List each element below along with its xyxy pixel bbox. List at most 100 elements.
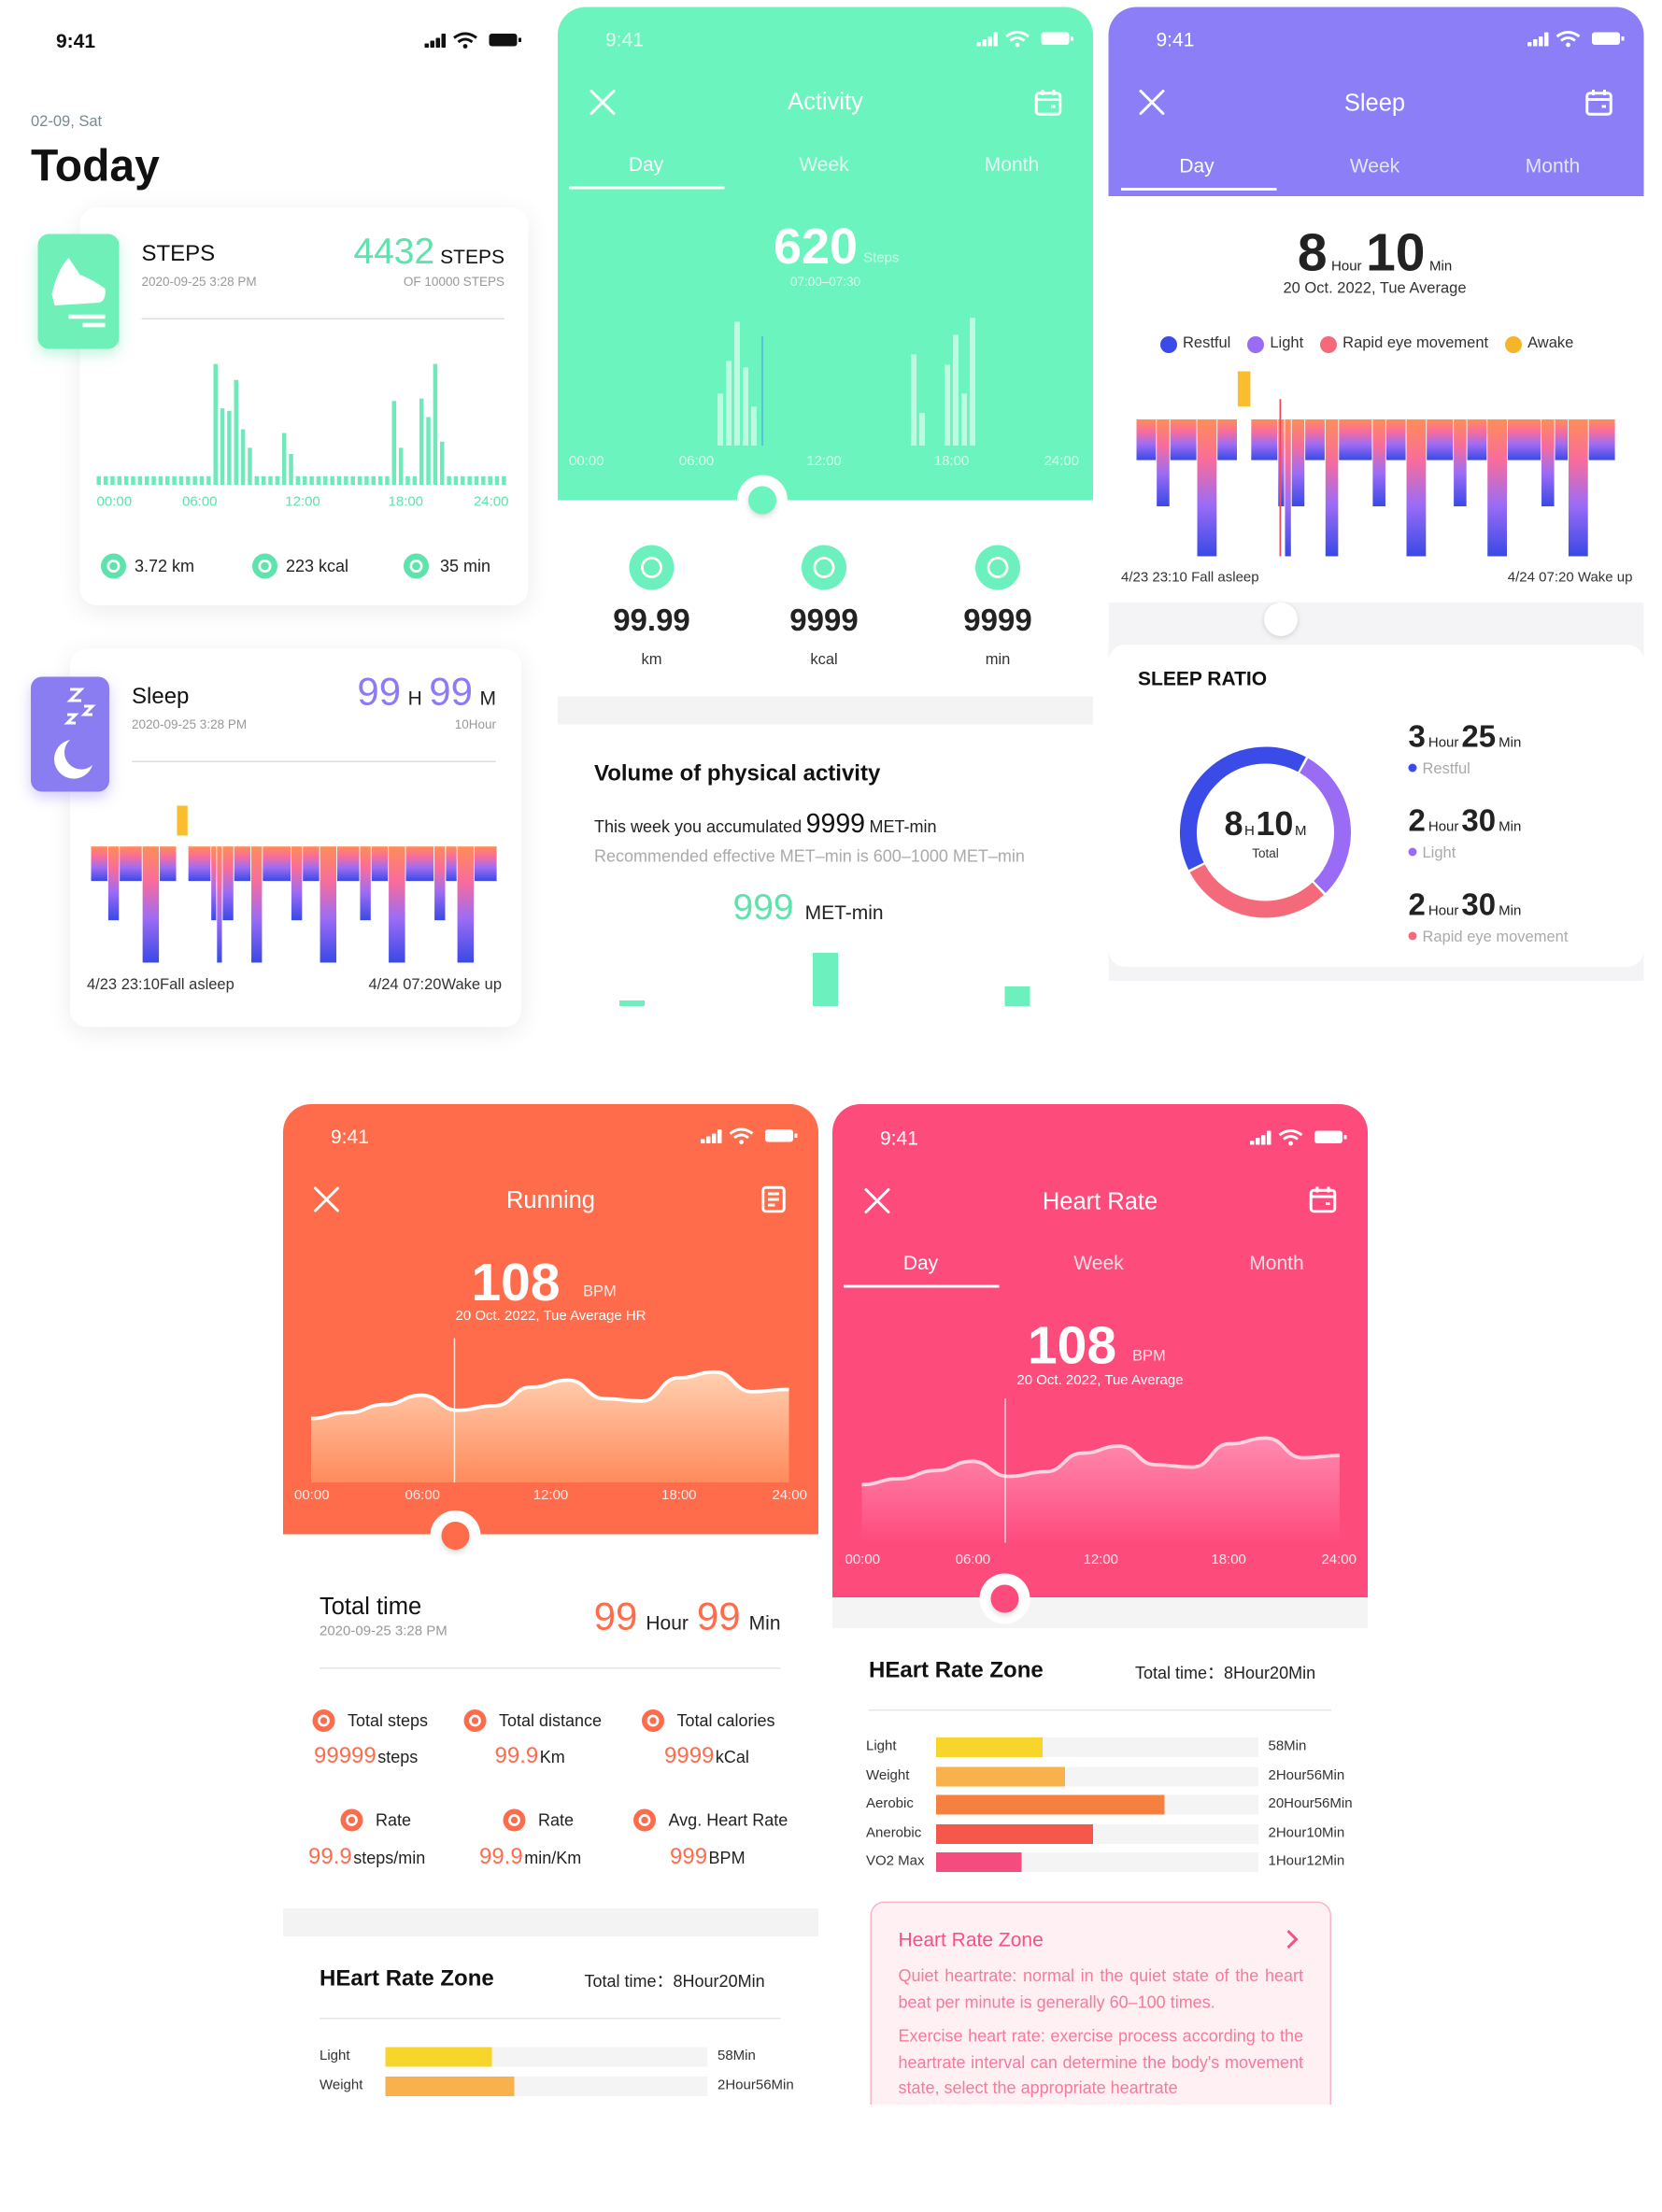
sleep-segment bbox=[389, 846, 405, 963]
bar bbox=[110, 475, 115, 485]
text: 99 bbox=[429, 670, 473, 714]
unit: BPM bbox=[1132, 1348, 1166, 1365]
ratio-item: 2 Hour 30 Min bbox=[1408, 802, 1522, 838]
bar bbox=[350, 475, 355, 485]
sleep-segment bbox=[1507, 418, 1541, 461]
metric-value: 99.9 Km bbox=[494, 1744, 565, 1768]
x-tick-label: 06:00 bbox=[678, 454, 715, 470]
text: Min bbox=[1499, 735, 1522, 751]
calendar-button[interactable] bbox=[1585, 89, 1613, 117]
text: This week you accumulated bbox=[594, 816, 803, 837]
signal bbox=[987, 36, 992, 47]
tab[interactable]: Month bbox=[1525, 154, 1581, 177]
slider-handle[interactable] bbox=[990, 1584, 1019, 1613]
zone-bar bbox=[385, 2047, 492, 2067]
divider bbox=[320, 1667, 781, 1669]
sleep-segment bbox=[1251, 418, 1278, 461]
signal bbox=[1250, 1141, 1255, 1145]
bar bbox=[144, 475, 149, 485]
text: 10 bbox=[1366, 224, 1426, 283]
text: 99.9 bbox=[494, 1744, 539, 1768]
bar bbox=[254, 475, 260, 485]
battery bbox=[765, 1129, 793, 1142]
tab[interactable]: Day bbox=[902, 1251, 939, 1274]
heart-rate-chart bbox=[861, 1398, 1341, 1543]
signal bbox=[993, 32, 998, 47]
awake-segment bbox=[177, 805, 188, 836]
chevron[interactable] bbox=[1284, 1928, 1300, 1950]
zone-label: Light bbox=[320, 2049, 350, 2064]
divider bbox=[141, 318, 504, 319]
wifi bbox=[729, 1127, 754, 1140]
sleep-chart bbox=[1136, 371, 1615, 557]
section-title: HEart Rate Zone bbox=[320, 1967, 494, 1992]
bar bbox=[330, 475, 334, 485]
battery bbox=[1621, 36, 1625, 41]
text: 999 bbox=[670, 1845, 708, 1869]
bar bbox=[309, 475, 314, 485]
status-time: 9:41 bbox=[331, 1125, 369, 1148]
bar bbox=[481, 475, 486, 485]
tab[interactable]: Week bbox=[799, 152, 849, 176]
text: Hour bbox=[1331, 259, 1362, 275]
text: 2 bbox=[1408, 886, 1426, 922]
date: 20 Oct. 2022, Tue Average HR bbox=[455, 1309, 646, 1325]
text: 9999 bbox=[664, 1744, 715, 1768]
info-card bbox=[870, 1901, 1331, 2126]
stat: 223 kcal bbox=[286, 556, 349, 576]
info-title: Heart Rate Zone bbox=[898, 1928, 1044, 1950]
metric-icon bbox=[340, 1808, 363, 1832]
stat-icon bbox=[987, 557, 1009, 578]
bar bbox=[1004, 986, 1030, 1006]
zone-bar bbox=[936, 1823, 1093, 1844]
tab[interactable]: Month bbox=[1249, 1251, 1304, 1274]
steps-chart bbox=[96, 363, 506, 485]
metric-label: Total steps bbox=[348, 1710, 429, 1731]
wifi bbox=[453, 32, 477, 44]
sleep-segment bbox=[303, 846, 320, 882]
text: 2 bbox=[1408, 802, 1426, 838]
tab[interactable]: Week bbox=[1073, 1251, 1124, 1274]
close-icon bbox=[864, 1188, 890, 1213]
slider-handle[interactable] bbox=[748, 486, 776, 515]
bar bbox=[377, 475, 383, 485]
text: 99999 bbox=[314, 1744, 376, 1768]
metric-label: Total distance bbox=[499, 1710, 603, 1731]
bar bbox=[275, 475, 280, 485]
x-tick-label: 12:00 bbox=[1083, 1553, 1119, 1568]
sleep-segment bbox=[1325, 418, 1339, 557]
activity-chart bbox=[717, 318, 975, 446]
sleep-segment bbox=[1372, 418, 1385, 507]
text: 99.9 bbox=[308, 1845, 352, 1869]
sleep-segment bbox=[1385, 418, 1406, 461]
calendar-button[interactable] bbox=[1309, 1185, 1337, 1213]
close-button[interactable] bbox=[863, 1187, 891, 1215]
note: Recommended effective MET–min is 600–100… bbox=[594, 846, 1025, 866]
text: H bbox=[1244, 824, 1255, 840]
signal bbox=[701, 1139, 705, 1143]
stat-icon bbox=[101, 553, 126, 579]
stat-icon bbox=[258, 559, 272, 574]
bar bbox=[751, 406, 757, 446]
slider-handle[interactable] bbox=[1264, 603, 1298, 636]
metric-value: 99999 steps bbox=[314, 1744, 418, 1768]
tab[interactable]: Week bbox=[1349, 154, 1400, 177]
close-button[interactable] bbox=[1138, 89, 1166, 117]
calendar-button[interactable] bbox=[1034, 89, 1062, 117]
bar bbox=[261, 475, 266, 485]
close-button[interactable] bbox=[589, 89, 617, 117]
tab[interactable]: Month bbox=[984, 152, 1040, 176]
slider-handle[interactable] bbox=[441, 1522, 470, 1550]
text: Km bbox=[539, 1747, 565, 1767]
tab-indicator bbox=[1121, 188, 1277, 191]
close-button[interactable] bbox=[313, 1185, 341, 1213]
tab[interactable]: Day bbox=[1179, 154, 1215, 177]
calendar-icon bbox=[1585, 92, 1612, 116]
stat-unit: kcal bbox=[810, 651, 838, 669]
sleep-segment bbox=[371, 846, 389, 882]
tab[interactable]: Day bbox=[628, 152, 664, 176]
awake-segment bbox=[1237, 371, 1251, 407]
sleep-segment bbox=[1285, 418, 1291, 557]
bar bbox=[186, 475, 191, 485]
record-button[interactable] bbox=[760, 1185, 788, 1213]
